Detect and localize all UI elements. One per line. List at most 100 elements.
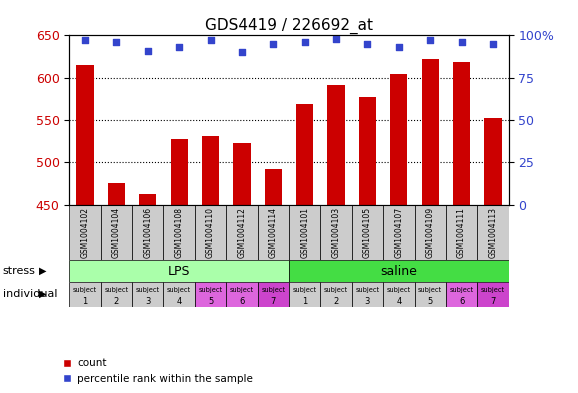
Bar (352, 282, 383, 307)
Bar (453, 62, 470, 205)
Point (238, 49, 247, 55)
Text: GSM1004105: GSM1004105 (363, 207, 372, 258)
Bar (296, 104, 313, 205)
Text: subject: subject (198, 287, 223, 293)
Bar (108, 183, 125, 205)
Bar (414, 205, 446, 260)
Text: 7: 7 (490, 297, 496, 306)
Text: subject: subject (261, 287, 286, 293)
Bar (195, 282, 226, 307)
Text: subject: subject (292, 287, 317, 293)
Title: GDS4419 / 226692_at: GDS4419 / 226692_at (205, 18, 373, 34)
Text: ▶: ▶ (39, 289, 47, 299)
Bar (234, 143, 250, 205)
Point (300, 39, 309, 45)
Point (112, 39, 121, 45)
Point (488, 41, 498, 47)
Point (331, 36, 340, 42)
Bar (289, 260, 509, 282)
Text: 5: 5 (428, 297, 433, 306)
Text: subject: subject (355, 287, 380, 293)
Bar (446, 205, 477, 260)
Text: subject: subject (136, 287, 160, 293)
Bar (202, 136, 219, 205)
Point (80, 37, 90, 44)
Bar (132, 282, 164, 307)
Text: 2: 2 (334, 297, 339, 306)
Text: individual: individual (3, 289, 57, 299)
Point (394, 44, 403, 50)
Bar (383, 205, 414, 260)
Bar (414, 282, 446, 307)
Text: GSM1004101: GSM1004101 (300, 207, 309, 258)
Bar (171, 139, 188, 205)
Text: subject: subject (324, 287, 348, 293)
Bar (477, 282, 509, 307)
Point (269, 41, 278, 47)
Text: 5: 5 (208, 297, 213, 306)
Bar (69, 260, 289, 282)
Text: subject: subject (230, 287, 254, 293)
Text: GSM1004114: GSM1004114 (269, 207, 278, 258)
Point (206, 37, 215, 44)
Bar (446, 282, 477, 307)
Text: GSM1004104: GSM1004104 (112, 207, 121, 258)
Bar (69, 205, 101, 260)
Bar (327, 85, 344, 205)
Point (425, 37, 435, 44)
Text: subject: subject (481, 287, 505, 293)
Bar (164, 282, 195, 307)
Bar (76, 65, 94, 205)
Bar (352, 205, 383, 260)
Text: GSM1004109: GSM1004109 (426, 207, 435, 258)
Text: subject: subject (73, 287, 97, 293)
Bar (265, 169, 282, 205)
Text: ▶: ▶ (39, 266, 47, 276)
Text: 3: 3 (365, 297, 370, 306)
Text: GSM1004111: GSM1004111 (457, 207, 466, 258)
Text: stress: stress (3, 266, 36, 276)
Text: GSM1004110: GSM1004110 (206, 207, 215, 258)
Text: GSM1004107: GSM1004107 (394, 207, 403, 258)
Bar (383, 282, 414, 307)
Point (363, 41, 372, 47)
Bar (359, 97, 376, 205)
Text: subject: subject (418, 287, 442, 293)
Text: subject: subject (105, 287, 128, 293)
Bar (320, 205, 352, 260)
Bar (195, 205, 226, 260)
Bar (101, 205, 132, 260)
Bar (226, 282, 258, 307)
Bar (258, 205, 289, 260)
Bar (164, 205, 195, 260)
Text: GSM1004112: GSM1004112 (238, 207, 246, 258)
Text: subject: subject (450, 287, 473, 293)
Text: saline: saline (380, 264, 417, 277)
Text: 1: 1 (83, 297, 88, 306)
Point (143, 48, 153, 54)
Bar (132, 205, 164, 260)
Text: GSM1004106: GSM1004106 (143, 207, 152, 258)
Bar (390, 74, 407, 205)
Text: GSM1004113: GSM1004113 (488, 207, 498, 258)
Bar (289, 205, 320, 260)
Text: subject: subject (167, 287, 191, 293)
Bar (101, 282, 132, 307)
Legend: count, percentile rank within the sample: count, percentile rank within the sample (57, 354, 257, 388)
Text: 4: 4 (396, 297, 402, 306)
Text: 1: 1 (302, 297, 307, 306)
Text: 2: 2 (114, 297, 119, 306)
Bar (421, 59, 439, 205)
Text: GSM1004102: GSM1004102 (80, 207, 90, 258)
Text: GSM1004108: GSM1004108 (175, 207, 184, 258)
Text: 4: 4 (176, 297, 182, 306)
Text: 7: 7 (271, 297, 276, 306)
Text: GSM1004103: GSM1004103 (332, 207, 340, 258)
Text: subject: subject (387, 287, 411, 293)
Bar (69, 282, 101, 307)
Bar (226, 205, 258, 260)
Text: 6: 6 (239, 297, 244, 306)
Bar (477, 205, 509, 260)
Text: LPS: LPS (168, 264, 190, 277)
Point (457, 39, 466, 45)
